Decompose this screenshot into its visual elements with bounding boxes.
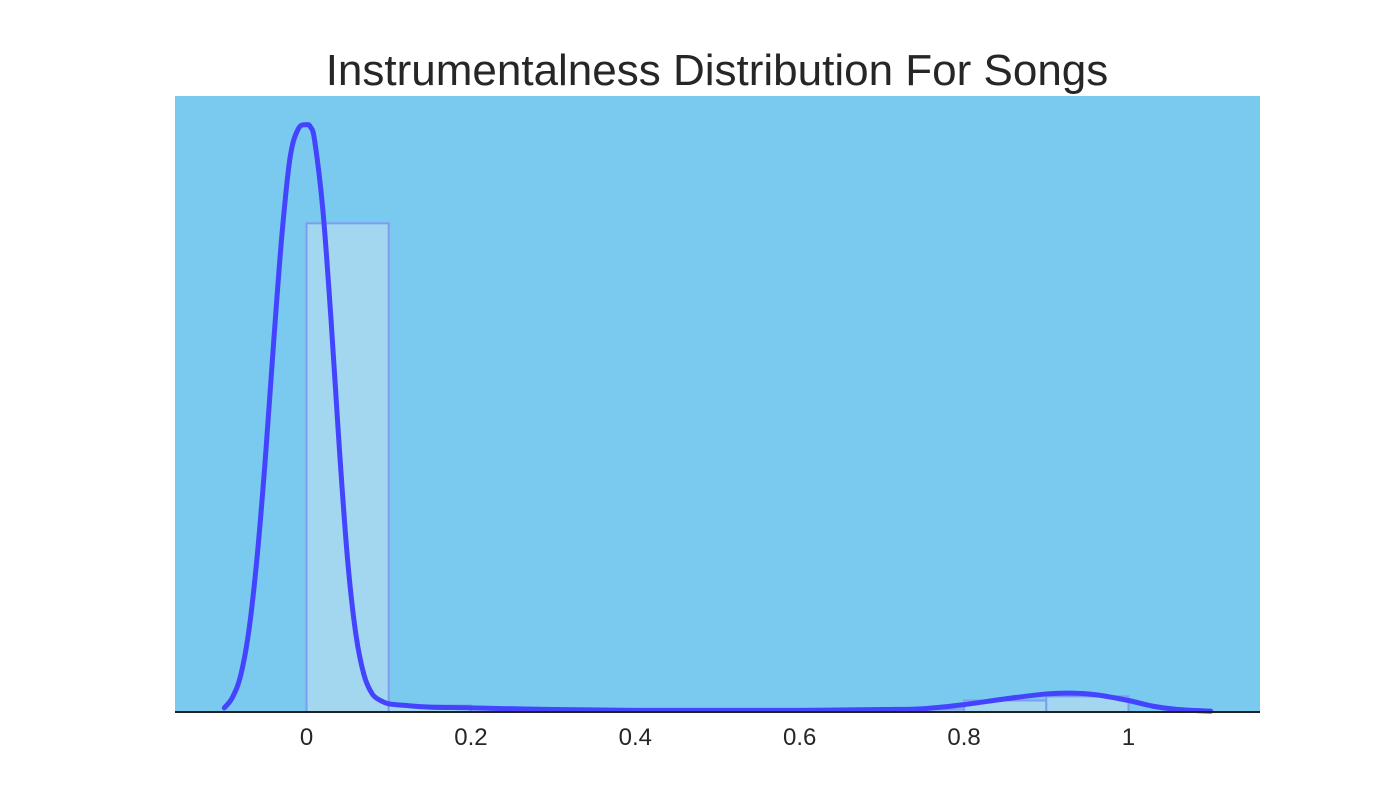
x-tick-label: 0.8 [947,724,980,751]
kde-curve [221,122,1214,714]
x-tick-label: 0.4 [619,724,652,751]
x-tick-label: 1 [1122,724,1135,751]
x-tick-label: 0 [300,724,313,751]
x-axis-ticks: 0 0.2 0.4 0.6 0.8 1 [300,724,1135,751]
histogram-bar [305,222,390,713]
x-tick-label: 0.6 [783,724,816,751]
x-tick-label: 0.2 [454,724,487,751]
chart-title: Instrumentalness Distribution For Songs [325,46,1109,95]
